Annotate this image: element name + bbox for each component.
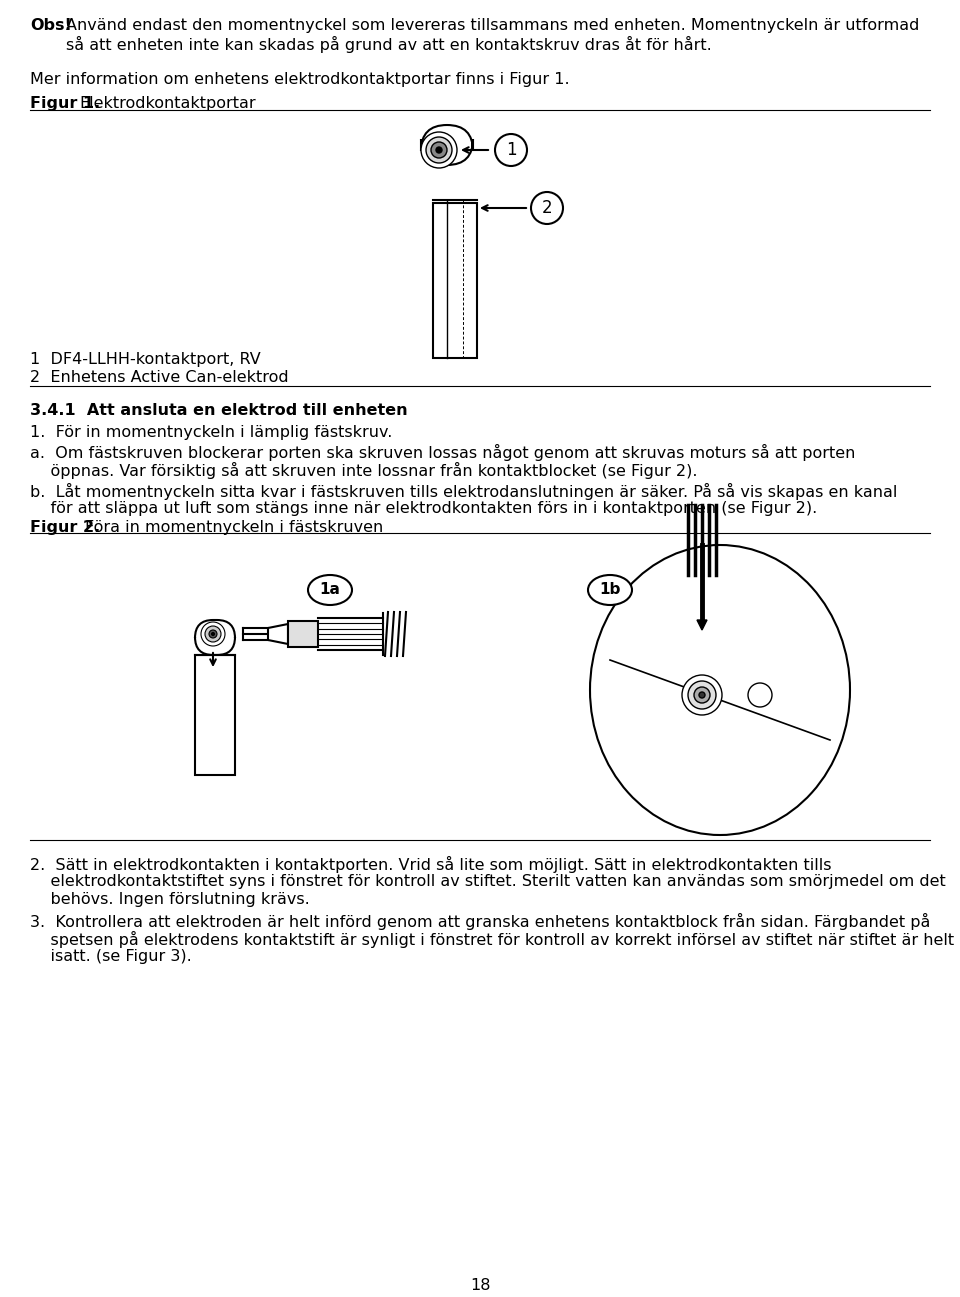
Text: Använd endast den momentnyckel som levereras tillsammans med enheten. Momentnyck: Använd endast den momentnyckel som lever… (66, 18, 920, 53)
Polygon shape (268, 624, 288, 645)
Circle shape (699, 693, 705, 698)
Circle shape (495, 134, 527, 166)
Text: 2  Enhetens Active Can-elektrod: 2 Enhetens Active Can-elektrod (30, 370, 289, 385)
Text: 2.  Sätt in elektrodkontakten i kontaktporten. Vrid så lite som möjligt. Sätt in: 2. Sätt in elektrodkontakten i kontaktpo… (30, 856, 831, 873)
Text: isatt. (se Figur 3).: isatt. (se Figur 3). (30, 949, 192, 964)
Text: 1a: 1a (320, 582, 341, 598)
Polygon shape (697, 620, 707, 630)
Ellipse shape (588, 575, 632, 604)
Circle shape (688, 681, 716, 709)
Bar (288, 621, 318, 647)
Text: 1: 1 (506, 141, 516, 160)
Text: behövs. Ingen förslutning krävs.: behövs. Ingen förslutning krävs. (30, 892, 310, 907)
Text: a.  Om fästskruven blockerar porten ska skruven lossas något genom att skruvas m: a. Om fästskruven blockerar porten ska s… (30, 444, 855, 460)
Text: elektrodkontaktstiftet syns i fönstret för kontroll av stiftet. Sterilt vatten k: elektrodkontaktstiftet syns i fönstret f… (30, 874, 946, 888)
Circle shape (209, 630, 217, 638)
Text: 1.  För in momentnyckeln i lämplig fästskruv.: 1. För in momentnyckeln i lämplig fästsk… (30, 425, 393, 440)
Circle shape (421, 132, 457, 169)
Circle shape (748, 684, 772, 707)
Circle shape (426, 137, 452, 163)
FancyBboxPatch shape (195, 620, 235, 655)
Text: 2: 2 (541, 198, 552, 217)
Text: för att släppa ut luft som stängs inne när elektrodkontakten förs in i kontaktpo: för att släppa ut luft som stängs inne n… (30, 501, 817, 516)
Text: Elektrodkontaktportar: Elektrodkontaktportar (79, 96, 255, 112)
Ellipse shape (590, 545, 850, 835)
Text: Föra in momentnyckeln i fästskruven: Föra in momentnyckeln i fästskruven (85, 520, 383, 534)
Circle shape (205, 626, 221, 642)
Circle shape (431, 141, 447, 158)
Text: Mer information om enhetens elektrodkontaktportar finns i Figur 1.: Mer information om enhetens elektrodkont… (30, 73, 569, 87)
Circle shape (682, 674, 722, 715)
Circle shape (531, 192, 563, 224)
Text: Figur 1.: Figur 1. (30, 96, 100, 112)
Text: spetsen på elektrodens kontaktstift är synligt i fönstret för kontroll av korrek: spetsen på elektrodens kontaktstift är s… (30, 931, 954, 948)
Circle shape (211, 633, 214, 636)
Circle shape (201, 623, 225, 646)
Text: Figur 2.: Figur 2. (30, 520, 100, 534)
Text: 3.4.1  Att ansluta en elektrod till enheten: 3.4.1 Att ansluta en elektrod till enhet… (30, 403, 408, 418)
Text: 1  DF4-LLHH-kontaktport, RV: 1 DF4-LLHH-kontaktport, RV (30, 351, 261, 367)
Text: b.  Låt momentnyckeln sitta kvar i fästskruven tills elektrodanslutningen är säk: b. Låt momentnyckeln sitta kvar i fästsk… (30, 482, 898, 501)
Bar (195, 655, 235, 776)
Circle shape (436, 147, 442, 153)
Ellipse shape (308, 575, 352, 604)
Text: öppnas. Var försiktig så att skruven inte lossnar från kontaktblocket (se Figur : öppnas. Var försiktig så att skruven int… (30, 462, 698, 479)
FancyBboxPatch shape (421, 125, 473, 165)
Text: 3.  Kontrollera att elektroden är helt införd genom att granska enhetens kontakt: 3. Kontrollera att elektroden är helt in… (30, 913, 930, 930)
Text: 18: 18 (469, 1278, 491, 1293)
Text: 1b: 1b (599, 582, 621, 598)
Circle shape (694, 687, 710, 703)
Bar (433, 204, 477, 358)
Text: Obs!: Obs! (30, 18, 72, 32)
